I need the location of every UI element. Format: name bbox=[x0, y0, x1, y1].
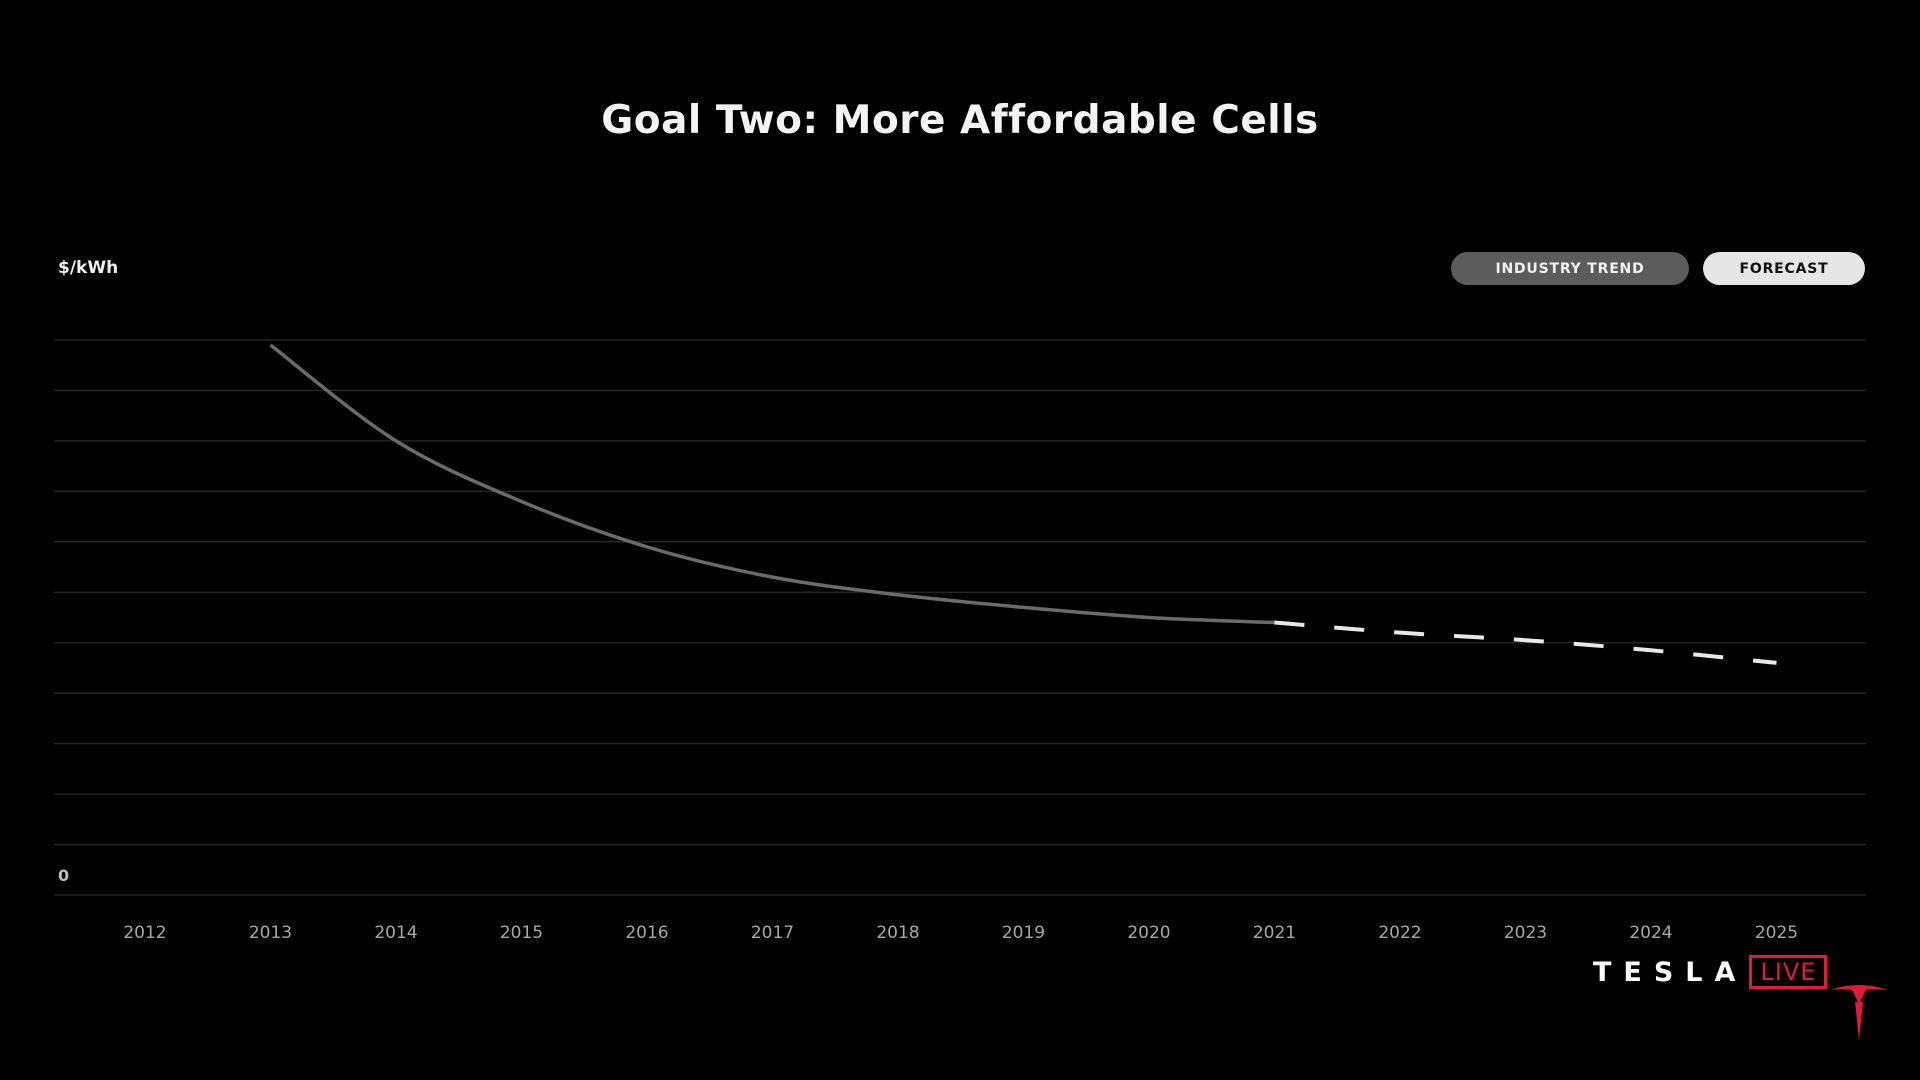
x-tick-label: 2025 bbox=[1755, 923, 1798, 943]
x-tick-label: 2013 bbox=[249, 923, 292, 943]
forecast-line bbox=[1274, 620, 1777, 665]
x-tick-label: 2022 bbox=[1378, 923, 1421, 943]
x-tick-label: 2012 bbox=[123, 923, 166, 943]
legend-forecast: FORECAST bbox=[1703, 252, 1865, 285]
legend-industry-trend: INDUSTRY TREND bbox=[1451, 252, 1689, 285]
y-tick-label: 0 bbox=[58, 866, 69, 885]
x-tick-label: 2018 bbox=[876, 923, 919, 943]
x-tick-label: 2021 bbox=[1253, 923, 1296, 943]
x-tick-label: 2016 bbox=[625, 923, 668, 943]
x-tick-label: 2019 bbox=[1002, 923, 1045, 943]
y-axis-label: $/kWh bbox=[58, 258, 119, 278]
x-tick-label: 2017 bbox=[751, 923, 794, 943]
live-badge: LIVE bbox=[1749, 955, 1828, 989]
x-tick-label: 2015 bbox=[500, 923, 543, 943]
page-title: Goal Two: More Affordable Cells bbox=[601, 98, 1319, 143]
x-tick-label: 2014 bbox=[374, 923, 417, 943]
brand-wordmark: TESLA bbox=[1593, 956, 1748, 988]
x-tick-label: 2023 bbox=[1504, 923, 1547, 943]
industry-trend-line bbox=[269, 343, 1275, 625]
x-tick-label: 2020 bbox=[1127, 923, 1170, 943]
tesla-t-icon bbox=[1830, 985, 1888, 1040]
brand-logo: TESLA LIVE bbox=[1593, 955, 1828, 989]
x-tick-label: 2024 bbox=[1629, 923, 1672, 943]
